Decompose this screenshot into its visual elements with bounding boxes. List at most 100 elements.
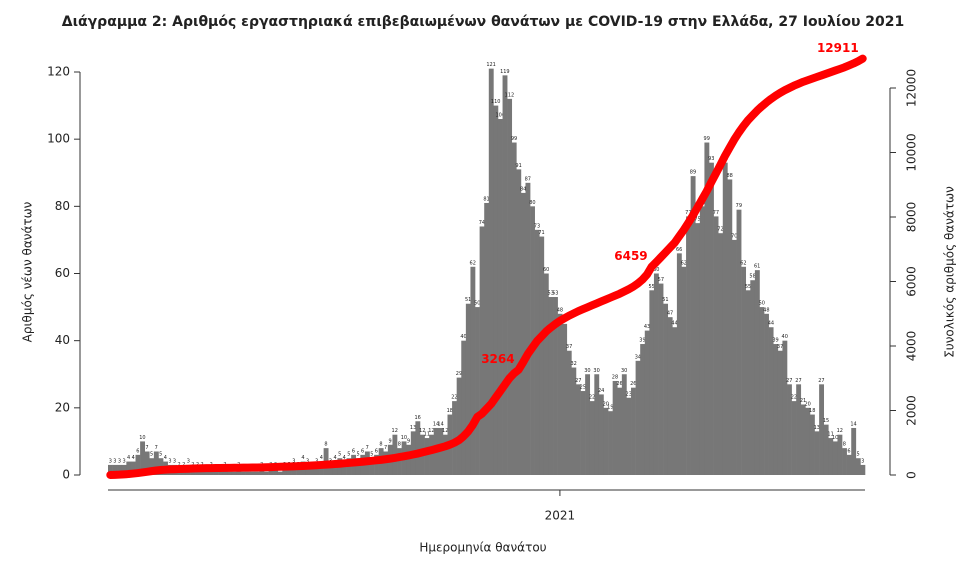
bar-value-label: 27 <box>818 378 824 384</box>
bar <box>465 303 471 475</box>
bar <box>832 441 838 475</box>
bar <box>470 266 476 475</box>
bar-value-label: 77 <box>685 210 691 216</box>
bar-value-label: 73 <box>534 223 540 229</box>
bar <box>442 434 448 475</box>
bar <box>736 209 742 476</box>
bar <box>534 229 540 475</box>
bar-value-label: 8 <box>324 442 327 448</box>
bar <box>286 468 292 475</box>
bar <box>727 179 733 475</box>
bar-value-label: 4 <box>164 455 167 461</box>
bar <box>488 68 494 476</box>
cumulative-label: 3264 <box>481 352 514 366</box>
bar-value-label: 5 <box>370 452 373 458</box>
bar-value-label: 91 <box>515 163 521 169</box>
bar-value-label: 10 <box>139 435 145 441</box>
bar <box>699 206 705 476</box>
bar <box>144 451 150 475</box>
bar-value-label: 99 <box>511 136 517 142</box>
bar <box>764 313 769 475</box>
bar <box>796 384 802 475</box>
bar-value-label: 27 <box>795 378 801 384</box>
bar-value-label: 48 <box>763 307 769 313</box>
bar <box>566 350 572 475</box>
y-tick-label: 20 <box>55 400 70 414</box>
bar-value-label: 7 <box>145 445 148 451</box>
y2-tick-label: 6000 <box>905 266 919 297</box>
chart-title: Διάγραμμα 2: Αριθμός εργαστηριακά επιβεβ… <box>62 14 905 30</box>
bar-value-label: 4 <box>320 455 323 461</box>
bar <box>617 387 623 475</box>
y-tick-label: 100 <box>47 132 70 146</box>
bar-value-label: 6 <box>375 448 378 454</box>
bar-value-label: 84 <box>520 186 526 192</box>
bar-value-label: 75 <box>694 217 700 223</box>
y-tick-label: 80 <box>55 199 70 213</box>
bar <box>452 401 457 475</box>
bar-value-label: 121 <box>486 62 496 68</box>
bar <box>773 344 779 475</box>
bar-value-label: 27 <box>786 378 792 384</box>
bar-value-label: 66 <box>676 247 682 253</box>
bar-value-label: 57 <box>658 277 664 283</box>
bar <box>461 340 467 475</box>
bar-value-label: 7 <box>384 445 387 451</box>
bar <box>374 454 379 475</box>
bar <box>126 461 132 475</box>
bar-value-label: 30 <box>584 368 590 374</box>
bar <box>800 404 806 475</box>
cumulative-label: 6459 <box>614 249 647 263</box>
bar-value-label: 22 <box>589 395 595 401</box>
bar <box>768 327 774 475</box>
bar-value-label: 74 <box>479 220 485 226</box>
bar-value-label: 62 <box>681 260 687 266</box>
bar-value-label: 5 <box>356 452 359 458</box>
bar-value-label: 58 <box>749 274 755 280</box>
bar <box>227 471 233 475</box>
bar-value-label: 27 <box>575 378 581 384</box>
bar-value-label: 5 <box>159 452 162 458</box>
bar <box>557 313 563 475</box>
bar-value-label: 6 <box>361 448 364 454</box>
bar-value-label: 16 <box>414 415 420 421</box>
bar <box>328 464 334 475</box>
bar-value-label: 6 <box>847 448 850 454</box>
bar-value-label: 18 <box>447 408 453 414</box>
bar <box>754 270 760 475</box>
bar <box>589 401 595 475</box>
bar <box>612 380 618 475</box>
bar-value-label: 110 <box>491 99 501 105</box>
bar-value-label: 12 <box>837 428 843 434</box>
y2-tick-label: 8000 <box>905 202 919 233</box>
bar <box>231 471 237 475</box>
bar-value-label: 8 <box>379 442 382 448</box>
bar <box>245 471 251 475</box>
bar-value-label: 12 <box>419 428 425 434</box>
bar <box>282 468 288 475</box>
bar-value-label: 22 <box>791 395 797 401</box>
bar <box>718 233 724 475</box>
bar-value-label: 70 <box>731 233 737 239</box>
bar <box>603 407 609 475</box>
bar-value-label: 25 <box>580 385 586 391</box>
bar-value-label: 3 <box>187 458 190 464</box>
bar-value-label: 21 <box>800 398 806 404</box>
bar-value-label: 12 <box>428 428 434 434</box>
bar-value-label: 9 <box>407 438 410 444</box>
x-tick-label: 2021 <box>545 509 576 523</box>
bar <box>658 283 664 475</box>
bar <box>635 360 641 475</box>
bar <box>741 266 747 475</box>
bar-value-label: 20 <box>603 401 609 407</box>
bar-value-label: 55 <box>745 284 751 290</box>
bar-value-label: 5 <box>347 452 350 458</box>
bar-value-label: 60 <box>543 267 549 273</box>
bar <box>709 162 714 476</box>
y-tick-label: 40 <box>55 333 70 347</box>
bar-value-label: 15 <box>823 418 829 424</box>
bar <box>516 169 522 475</box>
bar <box>782 340 788 475</box>
bar-value-label: 80 <box>529 200 535 206</box>
